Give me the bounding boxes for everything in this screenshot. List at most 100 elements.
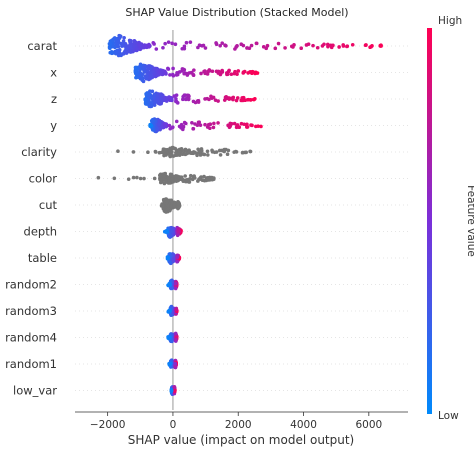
- shap-point-x: [141, 66, 145, 71]
- shap-point-y: [179, 122, 184, 127]
- shap-point-x: [159, 70, 163, 75]
- shap-point-x: [166, 66, 170, 71]
- shap-point-color: [202, 174, 206, 179]
- shap-point-y: [228, 121, 233, 126]
- x-tick-label: 0: [170, 419, 177, 431]
- shap-point-x: [171, 73, 176, 78]
- shap-point-y: [149, 124, 153, 128]
- shap-point-y: [197, 120, 202, 125]
- colorbar: [427, 28, 432, 414]
- shap-point-y: [249, 123, 253, 127]
- shap-point-y: [216, 121, 220, 125]
- shap-point-clarity: [217, 148, 222, 153]
- shap-point-carat: [368, 45, 372, 49]
- shap-point-depth: [175, 233, 180, 238]
- shap-point-random2: [173, 281, 178, 286]
- shap-point-z: [229, 96, 234, 101]
- shap-point-random1: [168, 362, 172, 366]
- shap-point-x: [203, 69, 207, 73]
- shap-point-table: [168, 260, 172, 265]
- shap-point-carat: [184, 40, 189, 45]
- shap-point-clarity: [160, 150, 164, 155]
- shap-point-carat: [121, 39, 126, 43]
- shap-point-z: [164, 99, 169, 103]
- shap-point-z: [155, 93, 160, 98]
- shap-point-carat: [249, 43, 254, 48]
- shap-point-color: [142, 176, 146, 181]
- shap-point-cut: [166, 207, 170, 211]
- shap-point-x: [138, 62, 143, 67]
- shap-point-carat: [135, 47, 139, 51]
- shap-point-carat: [292, 43, 296, 47]
- shap-point-z: [175, 101, 180, 105]
- shap-point-color: [198, 177, 202, 182]
- shap-point-carat: [320, 44, 325, 48]
- shap-point-cut: [169, 205, 173, 209]
- shap-point-x: [138, 68, 142, 72]
- shap-point-carat: [214, 41, 218, 45]
- shap-point-carat: [235, 44, 239, 48]
- shap-point-clarity: [226, 148, 231, 153]
- shap-point-carat: [341, 44, 346, 48]
- shap-point-table: [175, 255, 180, 259]
- shap-point-y: [203, 122, 207, 127]
- feature-label-y: y: [50, 119, 57, 133]
- shap-point-carat: [163, 41, 167, 46]
- shap-point-color: [158, 180, 163, 185]
- shap-point-y: [190, 121, 194, 125]
- shap-point-depth: [164, 230, 169, 234]
- shap-point-x: [241, 71, 246, 75]
- shap-point-x: [250, 69, 255, 74]
- shap-point-carat: [220, 41, 225, 45]
- shap-point-clarity: [162, 152, 167, 156]
- shap-point-carat: [124, 47, 128, 51]
- shap-point-carat: [331, 43, 335, 48]
- shap-point-x: [155, 73, 159, 78]
- shap-point-carat: [201, 43, 206, 48]
- shap-point-carat: [132, 40, 137, 45]
- shap-point-cut: [165, 199, 169, 204]
- feature-label-z: z: [51, 92, 57, 106]
- shap-point-carat: [306, 42, 311, 46]
- shap-point-clarity: [170, 150, 174, 154]
- shap-point-z: [193, 100, 198, 105]
- shap-point-z: [210, 96, 214, 100]
- shap-point-color: [112, 176, 117, 181]
- shap-point-color: [206, 175, 211, 180]
- shap-point-color: [161, 177, 166, 181]
- x-ticks: −2000 0 2000 4000 6000: [90, 412, 382, 431]
- shap-point-carat: [116, 44, 121, 49]
- shap-point-clarity: [198, 153, 203, 157]
- shap-point-y: [163, 122, 168, 127]
- shap-point-carat: [118, 51, 122, 56]
- shap-point-x: [185, 73, 190, 77]
- shap-point-color: [158, 173, 162, 177]
- feature-label-cut: cut: [39, 198, 58, 212]
- shap-point-color: [138, 176, 143, 181]
- shap-point-carat: [154, 47, 159, 51]
- shap-point-carat: [170, 41, 174, 46]
- feature-label-low-var: low_var: [13, 384, 57, 398]
- shap-point-clarity: [146, 150, 150, 155]
- shap-point-carat: [126, 49, 130, 54]
- shap-point-x: [235, 72, 239, 76]
- shap-point-carat: [218, 43, 222, 48]
- shap-point-x: [189, 70, 194, 75]
- shap-point-cut: [161, 203, 165, 208]
- shap-point-table: [166, 255, 170, 259]
- shap-point-z: [149, 96, 153, 100]
- feature-label-table: table: [28, 251, 57, 265]
- shap-point-low-var: [172, 385, 177, 390]
- shap-point-x: [229, 72, 234, 77]
- shap-point-clarity: [174, 150, 178, 155]
- x-tick-label: −2000: [90, 419, 126, 431]
- shap-point-z: [172, 94, 176, 98]
- shap-point-z: [184, 96, 189, 101]
- shap-point-clarity: [218, 153, 223, 157]
- shap-point-carat: [108, 46, 112, 51]
- shap-point-x: [236, 69, 241, 73]
- shap-point-random2: [169, 286, 174, 291]
- shap-point-clarity: [221, 149, 226, 153]
- shap-point-z: [174, 97, 178, 101]
- shap-point-color: [210, 176, 215, 180]
